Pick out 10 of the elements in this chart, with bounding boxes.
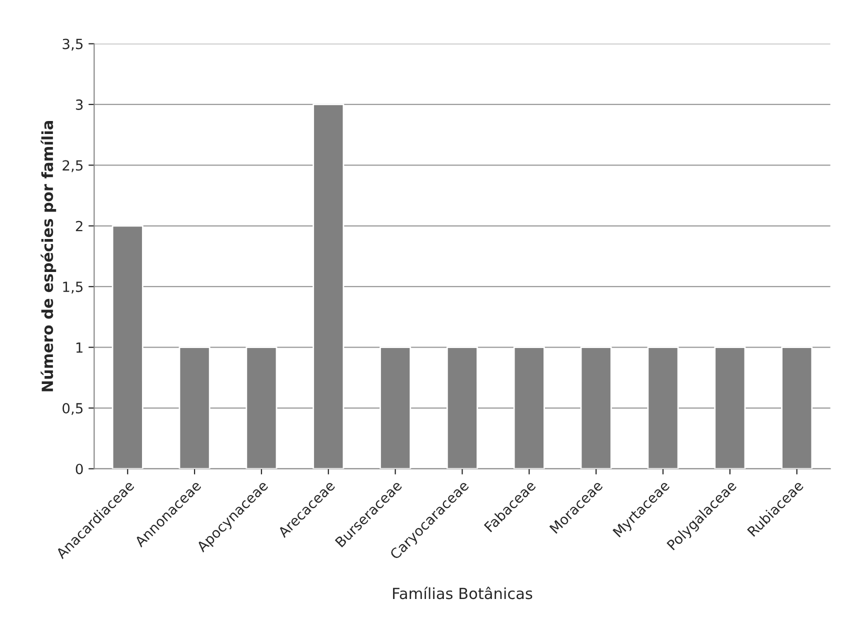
x-axis-title: Famílias Botânicas [393,586,532,600]
y-tick-label: 0,5 [62,403,83,415]
y-tick-label: 0 [76,464,83,474]
y-tick-label: 1 [76,342,82,353]
y-tick-label: 3,5 [62,38,83,51]
y-tick-label: 2,5 [62,160,83,172]
y-axis-title: Número de espécies por família [40,120,56,392]
y-tick-label: 2 [76,220,82,232]
y-tick-label: 3 [76,99,83,110]
y-tick-label: 1,5 [63,282,83,294]
